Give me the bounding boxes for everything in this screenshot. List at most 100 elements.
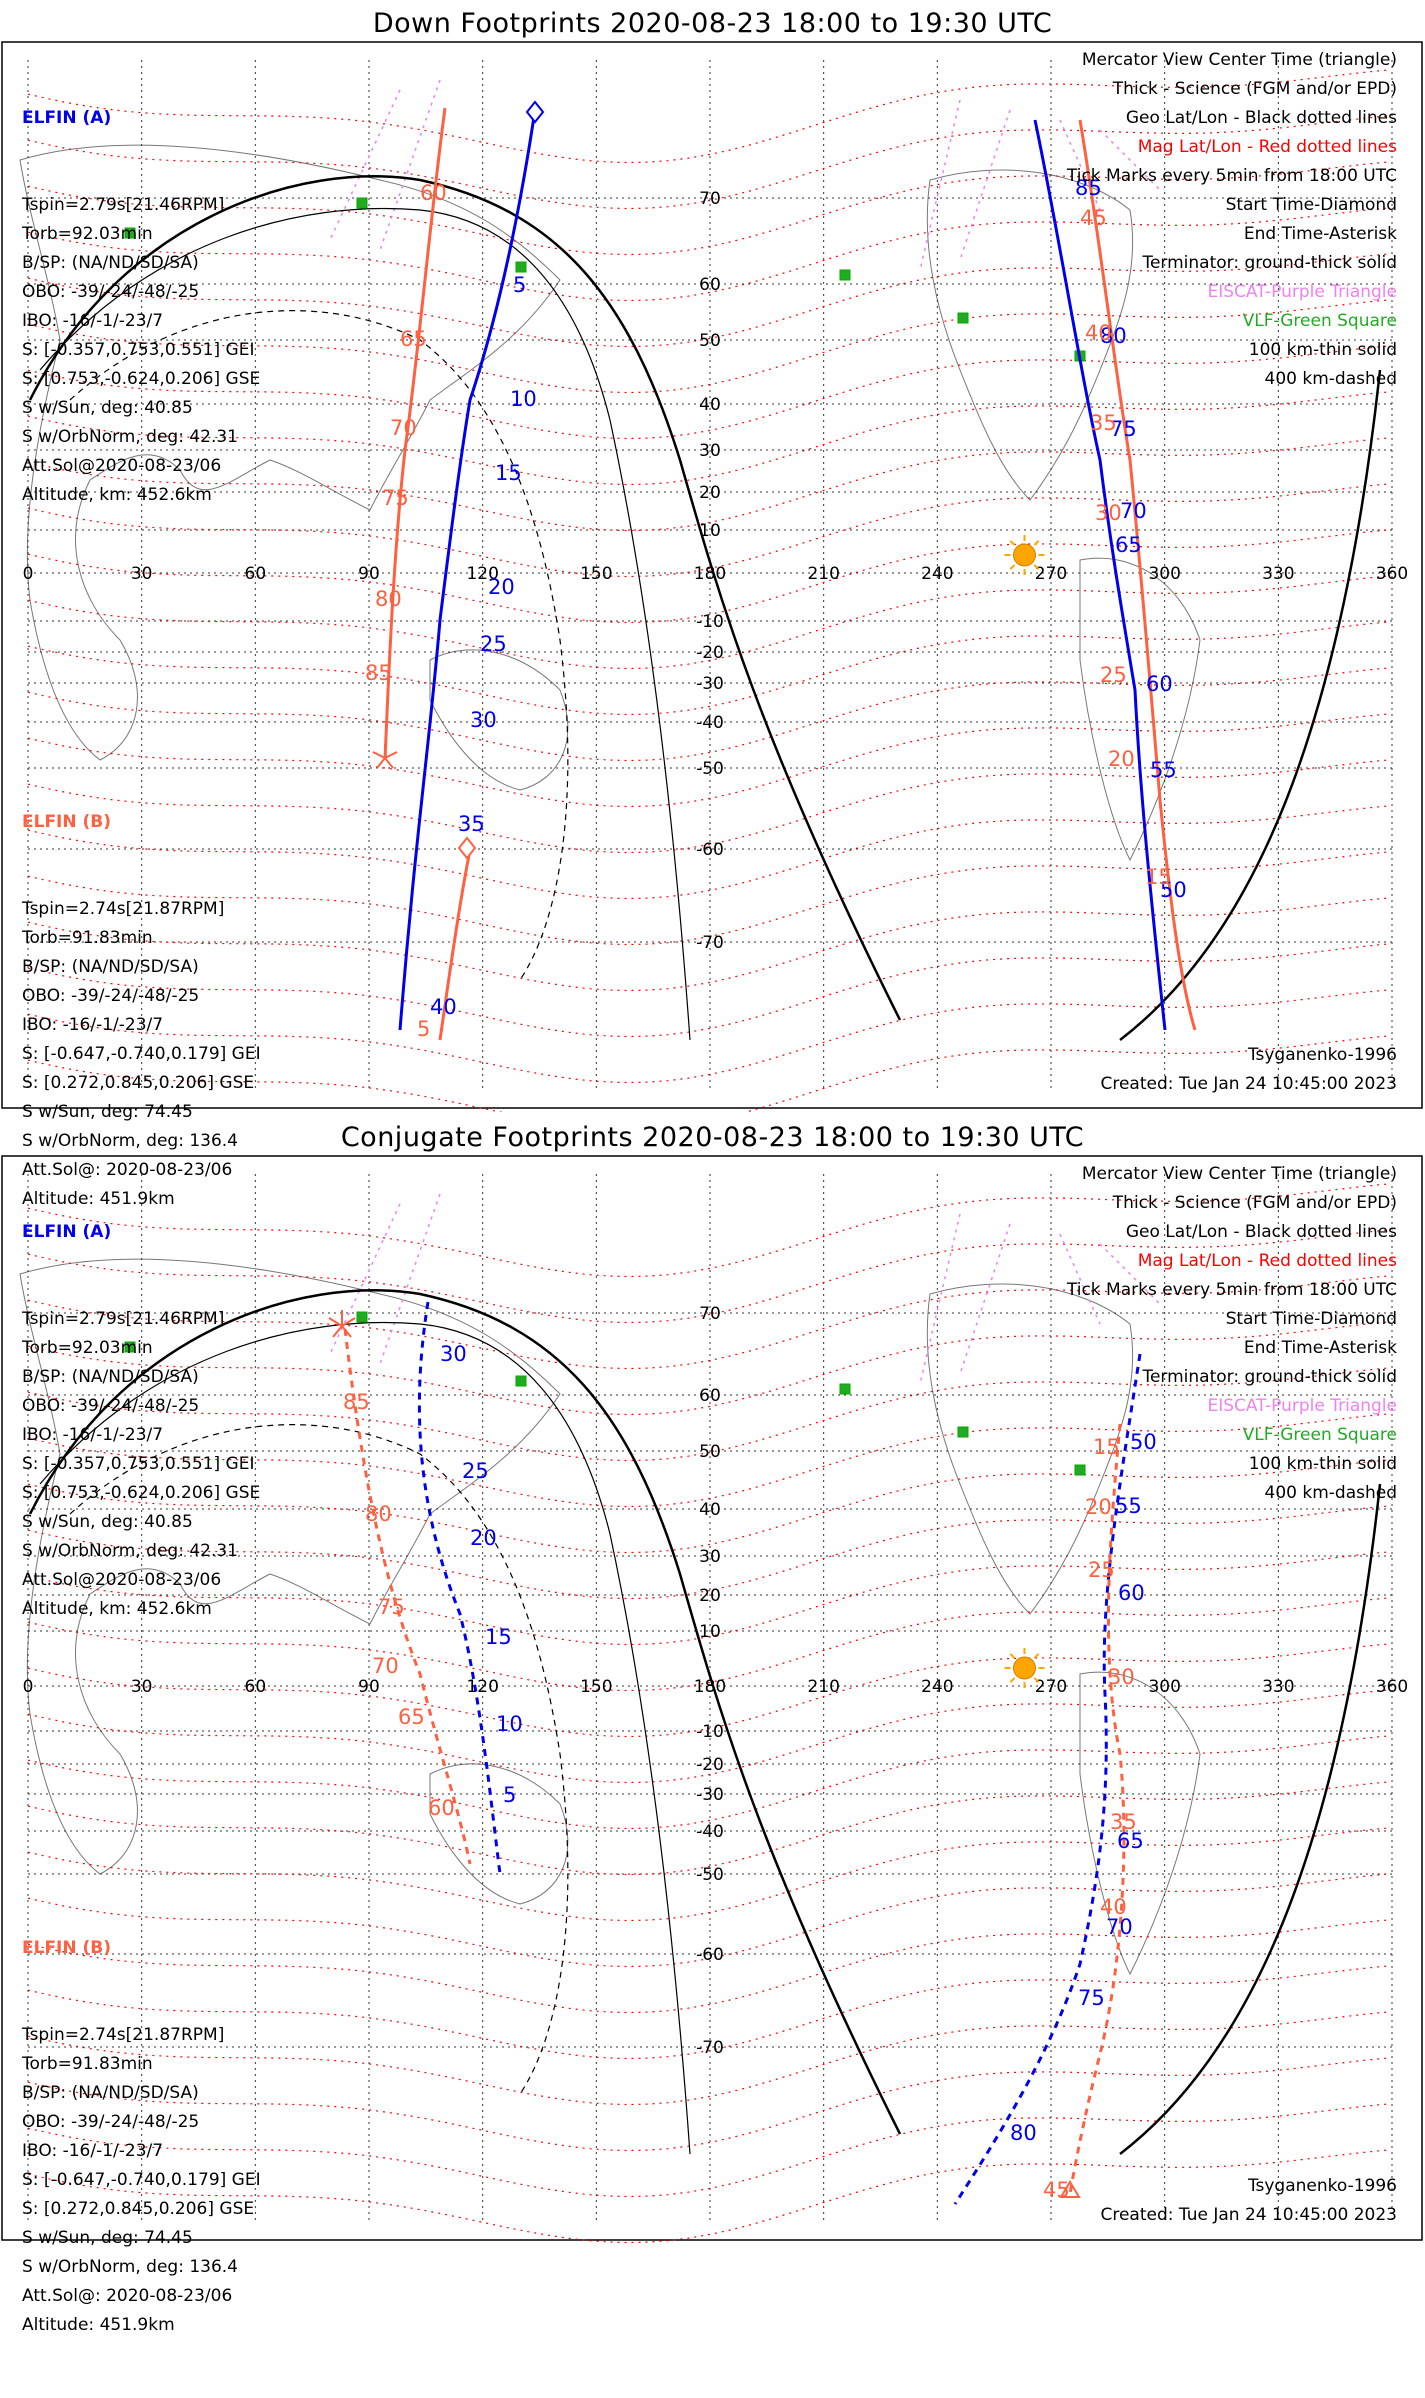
- elfin-b-time-label: 80: [365, 1502, 392, 1526]
- mag-meridian: [329, 89, 401, 241]
- legend-entry: Geo Lat/Lon - Black dotted lines: [1125, 108, 1397, 128]
- lat-tick-label: 10: [699, 521, 721, 541]
- 400km-terminator: [69, 310, 569, 981]
- continent-outline: [926, 169, 1134, 501]
- elfin-b-time-label: 30: [1108, 1665, 1135, 1689]
- down-footprints-panel: Down Footprints 2020-08-23 18:00 to 19:3…: [0, 0, 1425, 1209]
- legend-entry: Start Time-Diamond: [1225, 195, 1397, 215]
- lat-tick-label: 30: [699, 441, 721, 461]
- mag-lat-line: [27, 1873, 1389, 1968]
- info-line: Att.Sol@: 2020-08-23/06: [22, 1160, 233, 1180]
- lat-tick-label: 70: [699, 189, 721, 209]
- lon-tick-label: 180: [694, 564, 726, 584]
- info-line: S w/Sun, deg: 74.45: [22, 1102, 193, 1122]
- info-line: Altitude, km: 452.6km: [22, 485, 212, 505]
- elfin-b-time-label: 30: [1095, 501, 1122, 525]
- elfin-b-time-label: 65: [400, 327, 427, 351]
- elfin-a-time-label: 50: [1130, 1430, 1157, 1454]
- mag-lat-line: [27, 575, 1389, 670]
- mag-meridian: [919, 99, 961, 271]
- continent-outline: [429, 649, 569, 791]
- elfin-b-info: ELFIN (B) Tspin=2.74s[21.87RPM] Torb=91.8…: [22, 1876, 261, 2398]
- elfin-b-time-label: 60: [420, 181, 447, 205]
- elfin-b-time-label: 35: [1090, 411, 1117, 435]
- mag-lat-line: [27, 1321, 1389, 1416]
- vlf-square: [356, 1311, 368, 1323]
- elfin-b-time-label: 15: [1145, 865, 1172, 889]
- info-line: Tspin=2.74s[21.87RPM]: [22, 899, 225, 919]
- mag-lat-line: [27, 391, 1389, 486]
- info-line: S w/Sun, deg: 74.45: [22, 2228, 193, 2248]
- lat-tick-label: 40: [699, 1500, 721, 1520]
- lon-tick-label: 0: [23, 1677, 34, 1697]
- elfin-b-time-label: 60: [428, 1796, 455, 1820]
- elfin-a-time-label: 30: [440, 1342, 467, 1366]
- info-line: S w/Sun, deg: 40.85: [22, 1512, 193, 1532]
- elfin-a-time-label: 80: [1100, 324, 1127, 348]
- elfin-a-track-east: [953, 1353, 1142, 2205]
- mag-meridian: [959, 1223, 1011, 1375]
- continent-outline: [1079, 557, 1201, 862]
- elfin-a-params: Tspin=2.79s[21.46RPM] Torb=92.03min B/SP: …: [22, 1305, 260, 1624]
- vlf-square: [515, 261, 527, 273]
- lat-tick-label: 50: [699, 1442, 721, 1462]
- info-line: IBO: -16/-1/-23/7: [22, 2141, 164, 2161]
- info-line: OBO: -39/-24/-48/-25: [22, 986, 200, 1006]
- elfin-a-time-label: 25: [480, 632, 507, 656]
- center-triangle: [1059, 2180, 1081, 2198]
- elfin-b-time-label: 85: [365, 661, 392, 685]
- vlf-square: [356, 197, 368, 209]
- mag-lat-line: [27, 161, 1389, 256]
- mag-meridian: [1099, 1243, 1161, 1305]
- mag-meridian: [1059, 1233, 1101, 1325]
- mag-meridian: [959, 109, 1011, 261]
- mag-lat-line: [27, 1035, 1389, 1112]
- legend-entry: VLF-Green Square: [1242, 311, 1397, 331]
- info-line: S: [-0.647,-0.740,0.179] GEI: [22, 1044, 261, 1064]
- elfin-b-time-label: 35: [1110, 1810, 1137, 1834]
- mag-lat-line: [27, 1827, 1389, 1922]
- legend-entry: 100 km-thin solid: [1248, 340, 1397, 360]
- lat-tick-label: -40: [696, 1822, 724, 1842]
- elfin-a-time-label: 60: [1118, 1581, 1145, 1605]
- info-line: B/SP: (NA/ND/SD/SA): [22, 2083, 199, 2103]
- elfin-a-time-label: 40: [430, 995, 457, 1019]
- vlf-square: [839, 1383, 851, 1395]
- lon-tick-label: 240: [921, 1677, 953, 1697]
- lon-tick-label: 0: [23, 564, 34, 584]
- vlf-square: [839, 269, 851, 281]
- info-line: S w/OrbNorm, deg: 136.4: [22, 1131, 239, 1151]
- end-asterisk: [372, 744, 398, 769]
- lon-tick-label: 150: [580, 1677, 612, 1697]
- elfin-a-info: ELFIN (A) Tspin=2.79s[21.46RPM] Torb=92.0…: [22, 1160, 260, 1682]
- terminator-line: [28, 1289, 902, 2135]
- sun-ray: [1009, 564, 1016, 570]
- continent-outline: [926, 1283, 1134, 1615]
- info-line: S w/OrbNorm, deg: 136.4: [22, 2257, 239, 2277]
- elfin-a-time-label: 15: [495, 461, 522, 485]
- panel-title: Down Footprints 2020-08-23 18:00 to 19:3…: [372, 8, 1053, 39]
- created-timestamp: Created: Tue Jan 24 10:45:00 2023: [1100, 2205, 1397, 2225]
- map-plot: 0 30 60 90 120 150 180 210 240 270 300 330 360 70 60 50…: [1, 41, 1423, 1112]
- info-line: S w/Sun, deg: 40.85: [22, 398, 193, 418]
- elfin-a-time-label: 55: [1115, 1494, 1142, 1518]
- elfin-a-info: ELFIN (A) Tspin=2.79s[21.46RPM] Torb=92.0…: [22, 46, 260, 568]
- info-line: OBO: -39/-24/-48/-25: [22, 282, 200, 302]
- lat-tick-label: 40: [699, 395, 721, 415]
- lon-tick-label: 90: [358, 1677, 380, 1697]
- elfin-b-track-south: [438, 849, 472, 1041]
- start-diamond: [525, 100, 545, 124]
- lat-tick-label: 60: [699, 275, 721, 295]
- continent-outline: [1079, 1671, 1201, 1976]
- legend-entry: Mag Lat/Lon - Red dotted lines: [1137, 137, 1397, 157]
- mag-lat-line: [27, 2149, 1389, 2244]
- mag-lat-line: [27, 759, 1389, 854]
- lat-tick-label: -50: [696, 759, 724, 779]
- lon-tick-label: 60: [245, 1677, 267, 1697]
- info-line: Altitude: 451.9km: [22, 1189, 175, 1209]
- info-line: Torb=91.83min: [22, 2054, 153, 2074]
- elfin-a-params: Tspin=2.79s[21.46RPM] Torb=92.03min B/SP: …: [22, 191, 260, 510]
- map-frame: [1, 41, 1423, 1109]
- lat-tick-label: 20: [699, 483, 721, 503]
- elfin-a-time-label: 20: [488, 575, 515, 599]
